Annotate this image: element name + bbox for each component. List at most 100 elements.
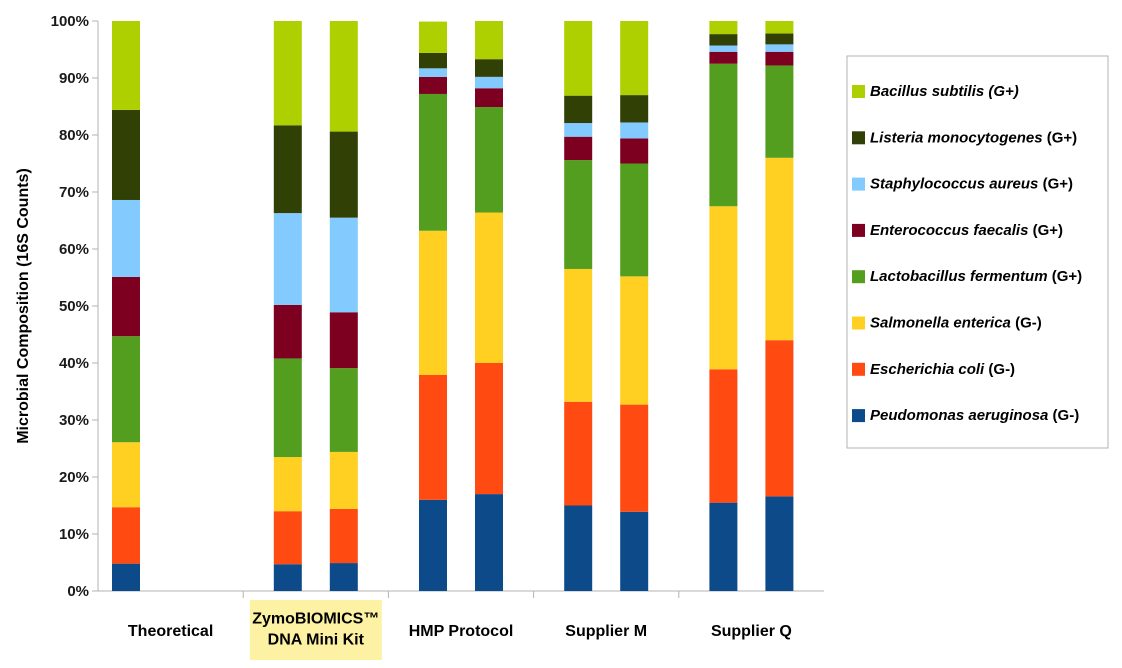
bar-segment-enterococcus-faecalis xyxy=(112,276,140,337)
legend-label-staphylococcus-aureus: Staphylococcus aureus (G+) xyxy=(870,176,1073,193)
legend-label-enterococcus-faecalis: Enterococcus faecalis (G+) xyxy=(870,222,1063,239)
bar-segment-lactobacillus-fermentum xyxy=(112,336,140,443)
bar-segment-lactobacillus-fermentum xyxy=(475,107,503,213)
bar-segment-peudomonas-aeruginosa xyxy=(709,502,738,591)
bar-segment-peudomonas-aeruginosa xyxy=(620,511,649,591)
bar-segment-lactobacillus-fermentum xyxy=(273,358,302,458)
bar-segment-enterococcus-faecalis xyxy=(564,136,593,161)
legend-swatch-staphylococcus-aureus xyxy=(852,177,865,191)
bar-segment-peudomonas-aeruginosa xyxy=(329,563,358,591)
bar-segment-staphylococcus-aureus xyxy=(564,123,593,137)
y-tick-label: 20% xyxy=(59,469,89,486)
bar-segment-staphylococcus-aureus xyxy=(620,122,649,139)
bar-segment-bacillus-subtilis xyxy=(564,21,593,96)
x-category-label: Supplier Q xyxy=(711,623,792,640)
bar-segment-lactobacillus-fermentum xyxy=(709,63,738,207)
bar-segment-listeria-monocytogenes xyxy=(329,131,358,218)
y-tick-label: 0% xyxy=(67,583,89,600)
y-tick-label: 50% xyxy=(59,298,89,315)
legend-swatch-peudomonas-aeruginosa xyxy=(852,409,865,423)
bar-segment-listeria-monocytogenes xyxy=(765,33,794,45)
legend: Bacillus subtilis (G+) Listeria monocytog… xyxy=(846,55,1109,449)
bar-segment-bacillus-subtilis xyxy=(765,21,794,34)
bar-segment-staphylococcus-aureus xyxy=(475,76,503,89)
legend-swatch-listeria-monocytogenes xyxy=(852,131,865,145)
bar-segment-salmonella-enterica xyxy=(709,206,738,370)
bar-segment-listeria-monocytogenes xyxy=(112,109,140,200)
legend-swatch-enterococcus-faecalis xyxy=(852,223,865,237)
bar-segment-peudomonas-aeruginosa xyxy=(564,505,593,591)
bar-segment-salmonella-enterica xyxy=(112,442,140,508)
bar-segment-listeria-monocytogenes xyxy=(273,125,302,214)
bar-segment-bacillus-subtilis xyxy=(329,21,358,132)
bar-segment-escherichia-coli xyxy=(620,404,649,512)
bar-segment-staphylococcus-aureus xyxy=(273,213,302,305)
legend-swatch-bacillus-subtilis xyxy=(852,85,865,98)
legend-swatch-escherichia-coli xyxy=(852,362,865,376)
bar-segment-salmonella-enterica xyxy=(329,451,358,509)
bar-segment-listeria-monocytogenes xyxy=(620,95,649,123)
bar-segment-escherichia-coli xyxy=(329,508,358,564)
legend-label-peudomonas-aeruginosa: Peudomonas aeruginosa (G-) xyxy=(870,407,1079,424)
bar-segment-staphylococcus-aureus xyxy=(419,68,447,77)
bar-segment-staphylococcus-aureus xyxy=(112,199,140,277)
bar-segment-escherichia-coli xyxy=(709,369,738,503)
bar-segment-enterococcus-faecalis xyxy=(709,51,738,64)
bar-segment-lactobacillus-fermentum xyxy=(329,368,358,452)
bar-segment-salmonella-enterica xyxy=(475,212,503,363)
bar-segment-listeria-monocytogenes xyxy=(475,59,503,77)
legend-label-salmonella-enterica: Salmonella enterica (G-) xyxy=(870,315,1042,332)
bar-segment-escherichia-coli xyxy=(419,374,447,500)
bar-segment-peudomonas-aeruginosa xyxy=(112,563,140,591)
x-category-label: HMP Protocol xyxy=(409,623,514,640)
plot-area: 0% 10% 20% 30% 40% 50% 60% 70% 80% 90% 100% Theoret… xyxy=(51,13,824,660)
bar-segment-peudomonas-aeruginosa xyxy=(475,494,503,591)
bar-segment-enterococcus-faecalis xyxy=(329,312,358,369)
bar-segment-lactobacillus-fermentum xyxy=(419,93,447,231)
bar-segment-bacillus-subtilis xyxy=(419,21,447,53)
bar-segment-escherichia-coli xyxy=(112,507,140,564)
y-axis-title: Microbial Composition (16S Counts) xyxy=(15,168,32,444)
bar-segment-listeria-monocytogenes xyxy=(419,52,447,69)
legend-swatch-lactobacillus-fermentum xyxy=(852,270,865,284)
bar-segment-salmonella-enterica xyxy=(564,268,593,402)
bar-segment-lactobacillus-fermentum xyxy=(765,65,794,158)
legend-label-listeria-monocytogenes: Listeria monocytogenes (G+) xyxy=(870,129,1077,146)
y-tick-label: 90% xyxy=(59,70,89,87)
legend-box xyxy=(846,55,1109,449)
bar-segment-peudomonas-aeruginosa xyxy=(765,496,794,591)
bar-segment-enterococcus-faecalis xyxy=(419,76,447,94)
y-tick-label: 10% xyxy=(59,526,89,543)
bar-segment-peudomonas-aeruginosa xyxy=(273,564,302,591)
bar-segment-enterococcus-faecalis xyxy=(475,88,503,108)
bar-segment-bacillus-subtilis xyxy=(475,21,503,60)
x-category-label: DNA Mini Kit xyxy=(268,632,365,649)
bar-segment-staphylococcus-aureus xyxy=(329,217,358,313)
bar-segment-salmonella-enterica xyxy=(620,276,649,405)
bar-segment-salmonella-enterica xyxy=(419,230,447,375)
bar-segment-lactobacillus-fermentum xyxy=(620,163,649,277)
bar-segment-bacillus-subtilis xyxy=(273,21,302,126)
legend-label-bacillus-subtilis: Bacillus subtilis (G+) xyxy=(870,83,1019,100)
y-tick-label: 40% xyxy=(59,355,89,372)
bar-segment-listeria-monocytogenes xyxy=(709,34,738,46)
y-tick-label: 30% xyxy=(59,412,89,429)
legend-swatch-salmonella-enterica xyxy=(852,316,865,330)
bar-segment-listeria-monocytogenes xyxy=(564,95,593,124)
category-highlight xyxy=(249,600,382,660)
y-tick-label: 100% xyxy=(51,13,89,30)
bar-segment-escherichia-coli xyxy=(564,401,593,506)
bar-segment-escherichia-coli xyxy=(765,340,794,497)
bar-segment-lactobacillus-fermentum xyxy=(564,160,593,269)
bar-segment-enterococcus-faecalis xyxy=(273,304,302,359)
y-tick-label: 80% xyxy=(59,127,89,144)
y-tick-label: 70% xyxy=(59,184,89,201)
bar-segment-peudomonas-aeruginosa xyxy=(419,499,447,591)
bar-segment-enterococcus-faecalis xyxy=(620,138,649,164)
x-category-label: Supplier M xyxy=(565,623,647,640)
bar-segment-staphylococcus-aureus xyxy=(709,45,738,52)
bar-segment-salmonella-enterica xyxy=(273,457,302,512)
bar-segment-escherichia-coli xyxy=(273,511,302,565)
x-category-label: ZymoBIOMICS™ xyxy=(252,611,379,628)
